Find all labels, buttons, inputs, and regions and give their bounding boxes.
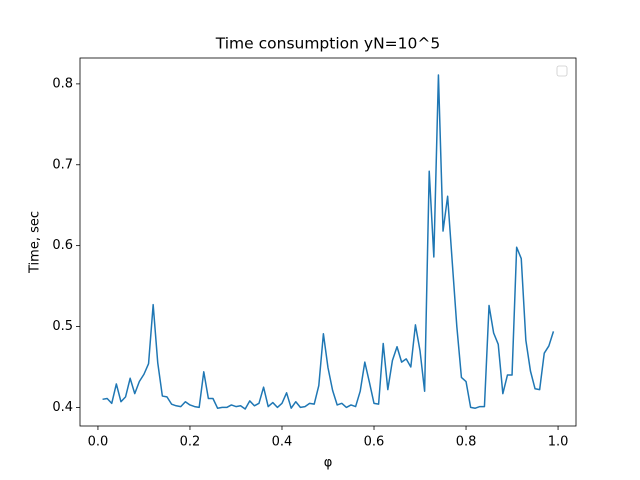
x-tick-label: 1.0: [548, 435, 569, 450]
x-tick-label: 0.6: [364, 435, 385, 450]
x-tick-label: 0.0: [88, 435, 109, 450]
chart-title: Time consumption yN=10^5: [215, 35, 440, 53]
y-axis-label: Time, sec: [28, 211, 43, 274]
y-tick-label: 0.7: [52, 157, 73, 172]
y-tick-label: 0.4: [52, 400, 73, 415]
plot-frame: [79, 57, 577, 427]
x-axis-label: φ: [324, 456, 333, 471]
x-tick-label: 0.2: [180, 435, 201, 450]
y-tick-label: 0.6: [52, 238, 73, 253]
x-tick-label: 0.4: [272, 435, 293, 450]
y-tick-label: 0.5: [52, 319, 73, 334]
line-series: [102, 74, 555, 410]
legend: [556, 65, 568, 77]
x-tick-label: 0.8: [456, 435, 477, 450]
y-tick-label: 0.8: [52, 76, 73, 91]
